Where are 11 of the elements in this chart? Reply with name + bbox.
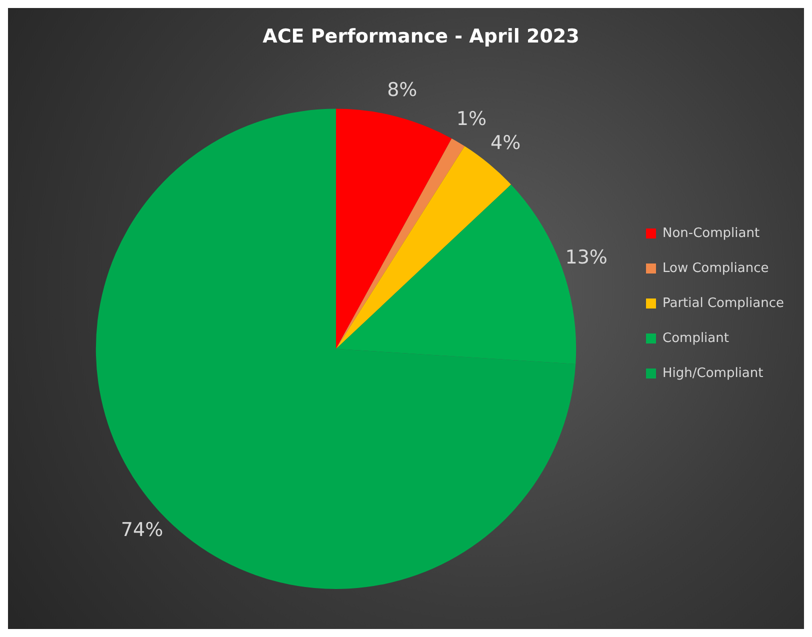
legend-label: Low Compliance	[662, 260, 769, 276]
legend-label: High/Compliant	[662, 366, 764, 381]
legend-label: Compliant	[662, 330, 729, 346]
data-label: 8%	[387, 79, 418, 102]
data-label: 13%	[565, 246, 608, 269]
legend-label: Partial Compliance	[662, 296, 784, 311]
data-label: 1%	[456, 108, 487, 130]
legend-label: Non-Compliant	[662, 226, 760, 241]
chart-title: ACE Performance - April 2023	[262, 25, 580, 48]
data-label: 4%	[490, 132, 521, 154]
data-label: 74%	[120, 518, 164, 541]
